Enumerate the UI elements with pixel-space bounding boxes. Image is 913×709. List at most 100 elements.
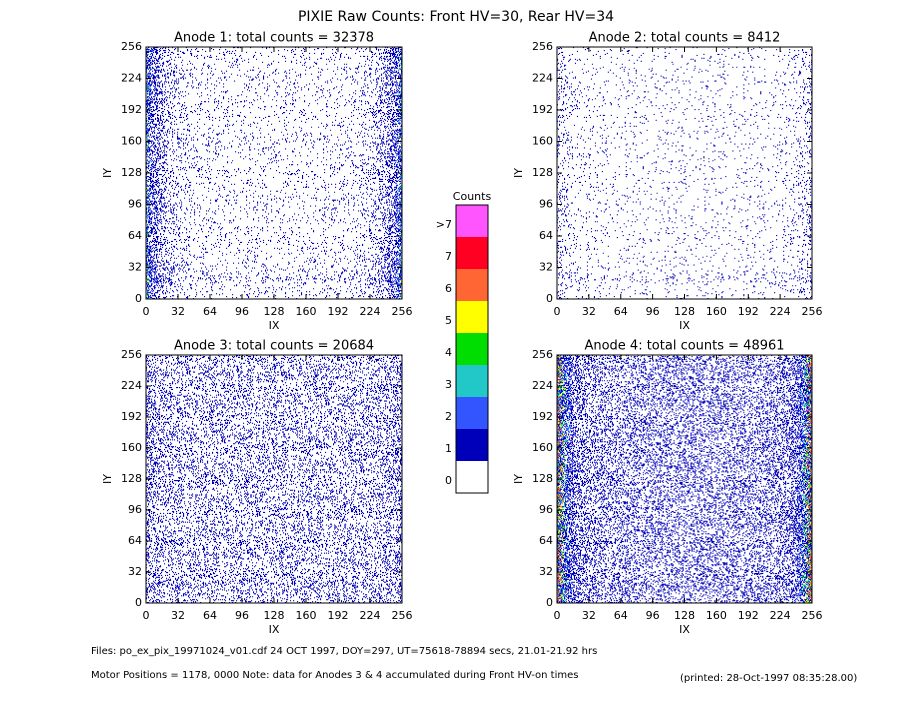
x-tick-label: 128 <box>674 305 695 318</box>
x-tick-label: 256 <box>392 305 413 318</box>
y-tick-label: 256 <box>532 40 553 53</box>
y-tick-label: 64 <box>128 534 142 547</box>
count-texture <box>146 47 403 300</box>
count-texture <box>557 47 813 300</box>
colorbar-label: 3 <box>445 378 452 391</box>
colorbar-swatch <box>456 333 488 365</box>
x-tick-label: 32 <box>171 305 185 318</box>
colorbar-swatch <box>456 397 488 429</box>
x-tick-label: 128 <box>264 609 285 622</box>
x-tick-label: 0 <box>143 609 150 622</box>
x-tick-label: 192 <box>738 305 759 318</box>
y-tick-label: 224 <box>121 72 142 85</box>
x-tick-label: 64 <box>614 609 628 622</box>
x-tick-label: 192 <box>738 609 759 622</box>
x-tick-label: 224 <box>770 305 791 318</box>
count-texture <box>146 355 403 604</box>
panel-title: Anode 3: total counts = 20684 <box>174 339 374 354</box>
x-axis-label: IX <box>679 319 690 332</box>
y-tick-label: 96 <box>539 503 553 516</box>
y-tick-label: 96 <box>128 198 142 211</box>
colorbar-swatch <box>456 365 488 397</box>
y-tick-label: 96 <box>539 198 553 211</box>
count-texture <box>557 355 813 604</box>
y-axis-label: IY <box>101 474 114 484</box>
panel-title: Anode 2: total counts = 8412 <box>589 31 781 46</box>
x-axis-label: IX <box>269 319 280 332</box>
y-tick-label: 256 <box>121 40 142 53</box>
x-tick-label: 64 <box>203 305 217 318</box>
x-tick-label: 96 <box>646 305 660 318</box>
x-tick-label: 128 <box>264 305 285 318</box>
colorbar-label: 1 <box>445 442 452 455</box>
colorbar-swatch <box>456 237 488 269</box>
colorbar-frame <box>455 204 489 494</box>
x-tick-label: 0 <box>554 609 561 622</box>
x-tick-label: 160 <box>296 305 317 318</box>
y-tick-label: 64 <box>128 229 142 242</box>
y-tick-label: 0 <box>135 292 142 305</box>
x-tick-label: 64 <box>203 609 217 622</box>
y-tick-label: 160 <box>532 135 553 148</box>
y-tick-label: 128 <box>121 472 142 485</box>
y-tick-label: 64 <box>539 534 553 547</box>
y-tick-label: 192 <box>121 410 142 423</box>
x-tick-label: 96 <box>235 609 249 622</box>
y-tick-label: 192 <box>532 410 553 423</box>
x-tick-label: 0 <box>143 305 150 318</box>
panel-title: Anode 1: total counts = 32378 <box>174 31 374 46</box>
y-axis-label: IY <box>101 168 114 178</box>
x-tick-label: 96 <box>235 305 249 318</box>
colorbar-swatch <box>456 269 488 301</box>
x-tick-label: 64 <box>614 305 628 318</box>
x-tick-label: 96 <box>646 609 660 622</box>
count-texture <box>146 97 403 294</box>
y-tick-label: 224 <box>121 379 142 392</box>
x-tick-label: 0 <box>554 305 561 318</box>
y-tick-label: 128 <box>121 166 142 179</box>
y-tick-label: 192 <box>121 103 142 116</box>
x-tick-label: 192 <box>328 305 349 318</box>
x-tick-label: 160 <box>706 609 727 622</box>
colorbar-swatch <box>456 429 488 461</box>
x-tick-label: 32 <box>582 305 596 318</box>
y-tick-label: 160 <box>121 441 142 454</box>
y-tick-label: 160 <box>121 135 142 148</box>
x-axis-label: IX <box>269 623 280 636</box>
x-tick-label: 256 <box>802 609 823 622</box>
colorbar-title: Counts <box>453 190 492 203</box>
x-tick-label: 224 <box>770 609 791 622</box>
footer-printed: (printed: 28-Oct-1997 08:35:28.00) <box>680 673 857 684</box>
footer-files: Files: po_ex_pix_19971024_v01.cdf 24 OCT… <box>91 646 597 657</box>
y-tick-label: 128 <box>532 166 553 179</box>
panel-title: Anode 4: total counts = 48961 <box>584 339 784 354</box>
x-tick-label: 160 <box>706 305 727 318</box>
y-tick-label: 32 <box>128 565 142 578</box>
y-tick-label: 0 <box>546 292 553 305</box>
y-tick-label: 96 <box>128 503 142 516</box>
x-tick-label: 32 <box>582 609 596 622</box>
y-axis-label: IY <box>512 474 525 484</box>
colorbar-label: 7 <box>445 250 452 263</box>
colorbar-label: >7 <box>436 218 452 231</box>
colorbar-swatch <box>456 205 488 237</box>
y-tick-label: 256 <box>532 348 553 361</box>
colorbar-label: 5 <box>445 314 452 327</box>
y-tick-label: 128 <box>532 472 553 485</box>
y-tick-label: 0 <box>546 596 553 609</box>
y-tick-label: 32 <box>539 261 553 274</box>
figure-title: PIXIE Raw Counts: Front HV=30, Rear HV=3… <box>298 9 614 25</box>
x-tick-label: 224 <box>360 305 381 318</box>
x-tick-label: 128 <box>674 609 695 622</box>
colorbar-swatch <box>456 301 488 333</box>
x-axis-label: IX <box>679 623 690 636</box>
y-tick-label: 64 <box>539 229 553 242</box>
x-tick-label: 256 <box>802 305 823 318</box>
x-tick-label: 224 <box>360 609 381 622</box>
x-tick-label: 160 <box>296 609 317 622</box>
colorbar-label: 6 <box>445 282 452 295</box>
x-tick-label: 256 <box>392 609 413 622</box>
y-tick-label: 192 <box>532 103 553 116</box>
footer-motor: Motor Positions = 1178, 0000 Note: data … <box>91 670 578 681</box>
y-tick-label: 224 <box>532 379 553 392</box>
